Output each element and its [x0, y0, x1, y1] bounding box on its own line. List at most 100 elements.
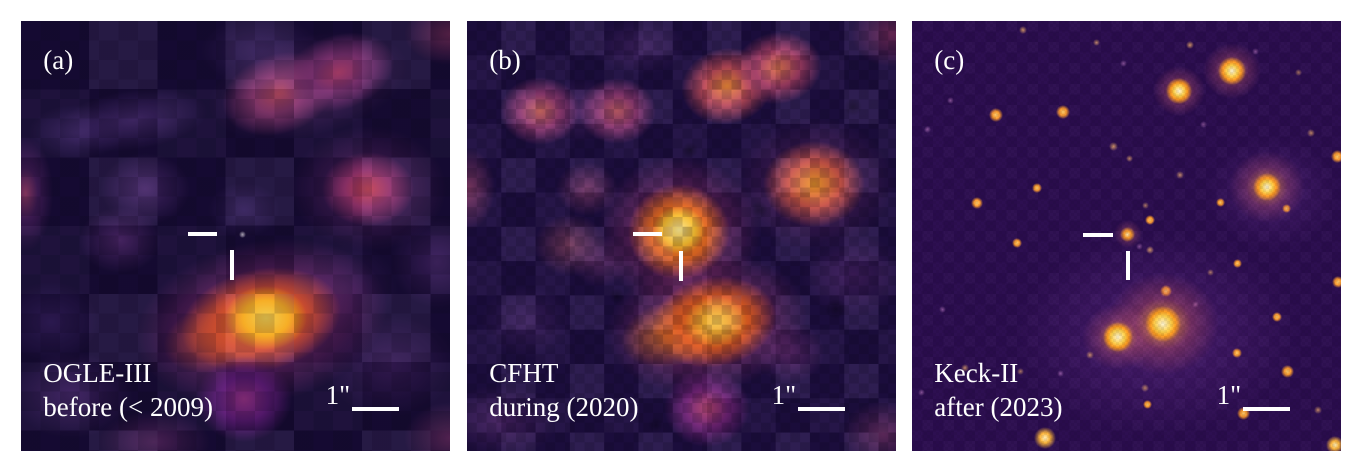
instrument-name: OGLE-III: [43, 357, 152, 388]
epoch-text: after (2023): [934, 391, 1063, 422]
source-blob: [1012, 237, 1023, 248]
panel-caption: OGLE-III before (< 2009): [43, 356, 213, 424]
source-blob: [1200, 120, 1208, 128]
source-blob: [1119, 59, 1127, 67]
source-blob: [1135, 243, 1143, 251]
source-blob: [1272, 311, 1283, 322]
source-blob: [467, 147, 496, 230]
source-blob: [592, 21, 685, 75]
source-blob: [1056, 369, 1064, 377]
crosshair-h-tick: [188, 232, 218, 237]
source-blob: [1281, 365, 1295, 379]
source-blob: [1031, 182, 1042, 193]
source-blob: [1232, 347, 1243, 358]
source-blob: [1176, 170, 1185, 179]
source-blob: [1325, 435, 1341, 451]
source-blob: [322, 151, 415, 226]
source-blob: [1294, 69, 1302, 77]
source-blob: [1120, 226, 1136, 242]
source-blob: [196, 356, 293, 443]
scale-bar: [1243, 407, 1290, 412]
source-blob: [1331, 276, 1341, 288]
source-blob: [1331, 150, 1341, 164]
source-blob: [1215, 197, 1225, 207]
panel-caption: Keck-II after (2023): [934, 356, 1062, 424]
source-blob: [939, 306, 947, 314]
crosshair-v-tick: [1126, 251, 1131, 280]
blob-layer: [912, 21, 1341, 451]
source-blob: [1016, 368, 1024, 376]
scale-label: 1": [771, 380, 797, 411]
scale-label: 1": [325, 380, 351, 411]
source-blob: [749, 201, 768, 220]
source-blob: [653, 205, 706, 254]
source-blob: [1313, 405, 1322, 414]
source-blob: [78, 207, 161, 274]
epoch-text: before (< 2009): [43, 391, 213, 422]
crosshair-h-tick: [633, 232, 663, 237]
blob-layer: [21, 21, 450, 451]
source-blob: [988, 108, 1003, 123]
source-blob: [1217, 57, 1246, 86]
source-blob: [1185, 41, 1194, 50]
source-blob: [1093, 39, 1101, 47]
instrument-name: Keck-II: [934, 357, 1019, 388]
source-blob: [1102, 322, 1133, 353]
source-blob: [1251, 47, 1259, 55]
source-blob: [664, 369, 751, 447]
source-blob: [1019, 26, 1028, 35]
source-blob: [224, 285, 307, 350]
source-blob: [1033, 427, 1056, 450]
source-blob: [1146, 246, 1155, 255]
panel-label: (a): [43, 45, 74, 76]
source-blob: [824, 299, 847, 320]
source-blob: [21, 282, 102, 362]
source-blob: [533, 213, 606, 276]
crosshair-h-tick: [1083, 232, 1114, 237]
source-blob: [682, 142, 699, 158]
panel-cfht: (b) CFHT during (2020) 1": [467, 21, 896, 451]
panel-caption: CFHT during (2020): [489, 356, 638, 424]
source-blob: [1253, 172, 1282, 201]
panel-ogle-iii: (a) OGLE-III before (< 2009) 1": [21, 21, 450, 451]
source-blob: [499, 77, 580, 146]
source-blob: [1108, 142, 1118, 152]
source-blob: [752, 321, 825, 384]
panel-label: (b): [489, 45, 521, 76]
panel-label: (c): [934, 45, 965, 76]
source-blob: [238, 230, 246, 238]
source-blob: [763, 141, 866, 228]
source-blob: [97, 411, 210, 451]
source-blob: [481, 286, 574, 358]
source-blob: [1126, 154, 1134, 162]
source-blob: [844, 98, 863, 116]
source-blob: [850, 21, 896, 67]
source-blob: [578, 78, 657, 145]
source-blob: [1232, 259, 1242, 269]
source-blob: [1145, 214, 1156, 225]
source-blob: [29, 105, 125, 161]
scale-bar: [352, 407, 399, 412]
source-blob: [684, 296, 747, 348]
source-blob: [208, 182, 281, 239]
scale-bar: [798, 407, 845, 412]
source-blob: [467, 384, 558, 451]
source-blob: [1166, 78, 1193, 105]
source-blob: [323, 314, 450, 416]
source-blob: [647, 417, 664, 434]
source-blob: [802, 233, 896, 316]
source-blob: [1143, 400, 1153, 410]
source-blob: [1056, 105, 1070, 120]
instrument-name: CFHT: [489, 357, 559, 388]
crosshair-v-tick: [679, 251, 684, 282]
source-blob: [961, 364, 970, 372]
source-blob: [946, 96, 954, 104]
epoch-text: during (2020): [489, 391, 639, 422]
crosshair-v-tick: [230, 249, 235, 280]
source-blob: [404, 21, 450, 65]
source-blob: [918, 389, 926, 397]
source-blob: [609, 288, 626, 305]
source-blob: [1306, 128, 1315, 137]
scale-label: 1": [1216, 380, 1242, 411]
